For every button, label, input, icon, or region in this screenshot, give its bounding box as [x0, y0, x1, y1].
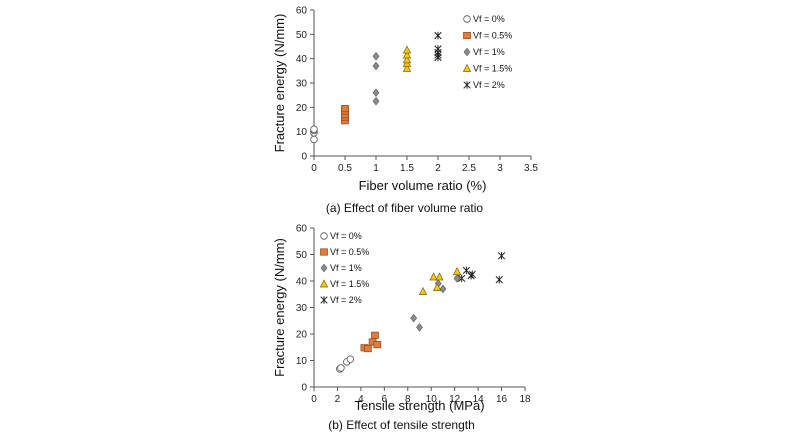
x-tick-label: 4 [358, 394, 364, 405]
x-tick-label: 0 [311, 394, 317, 405]
data-point [410, 313, 418, 323]
legend-label: Vf = 0.5% [473, 31, 512, 41]
data-point [435, 272, 444, 281]
data-point [497, 252, 506, 260]
legend-marker [463, 81, 471, 89]
data-point [458, 274, 466, 283]
y-tick-label: 40 [296, 277, 308, 288]
data-point [402, 55, 412, 64]
data-point [468, 270, 476, 279]
legend-marker [463, 47, 471, 57]
x-tick-label: 14 [473, 394, 485, 405]
data-point [310, 125, 318, 133]
y-tick-label: 20 [296, 330, 308, 341]
x-tick-label: 12 [449, 394, 461, 405]
legend-marker [320, 248, 328, 256]
data-point [341, 104, 349, 113]
data-point [372, 88, 380, 98]
data-point [372, 51, 380, 61]
data-point [337, 364, 345, 372]
data-point [373, 341, 382, 349]
legend-marker [320, 263, 328, 273]
data-point [371, 331, 379, 339]
legend-label: Vf = 2% [473, 80, 505, 90]
data-point [429, 272, 438, 281]
legend-marker [463, 31, 471, 40]
y-tick-label: 40 [296, 54, 308, 65]
legend-marker [319, 279, 329, 288]
figure-caption: (b) Effect of tensile strength [328, 418, 475, 432]
legend-label: Vf = 1% [330, 263, 362, 273]
y-tick-label: 60 [296, 6, 308, 17]
x-tick-label: 2 [335, 394, 341, 405]
y-tick-label: 10 [296, 356, 308, 367]
x-tick-label: 1.5 [400, 163, 414, 174]
legend-label: Vf = 0.5% [330, 247, 369, 257]
data-point [439, 284, 447, 294]
y-tick-label: 30 [296, 303, 308, 314]
legend-label: Vf = 0% [330, 231, 362, 241]
x-tick-label: 16 [496, 394, 508, 405]
x-tick-label: 8 [405, 394, 411, 405]
data-point [452, 266, 462, 276]
legend-label: Vf = 1.5% [330, 279, 369, 289]
x-tick-label: 3 [497, 163, 503, 174]
data-point [372, 96, 380, 106]
legend-marker [320, 296, 328, 304]
legend-label: Vf = 2% [330, 295, 362, 305]
data-point [432, 282, 442, 291]
data-point [402, 50, 412, 59]
x-axis-label: Fiber volume ratio (%) [359, 178, 487, 193]
data-point [418, 286, 428, 295]
legend-label: Vf = 1% [473, 47, 505, 57]
legend-marker [463, 15, 471, 23]
legend-marker [320, 232, 328, 240]
y-tick-label: 10 [296, 127, 308, 138]
data-point [346, 355, 355, 363]
x-tick-label: 1 [373, 163, 379, 174]
x-tick-label: 18 [519, 394, 531, 405]
legend-label: Vf = 1.5% [473, 64, 512, 74]
legend-label: Vf = 0% [473, 14, 505, 24]
data-point [495, 275, 503, 284]
x-tick-label: 2 [435, 163, 441, 174]
figure-caption: (a) Effect of fiber volume ratio [326, 201, 484, 215]
y-tick-label: 50 [296, 30, 308, 41]
y-tick-label: 0 [301, 383, 307, 394]
y-tick-label: 60 [296, 224, 308, 235]
y-tick-label: 50 [296, 250, 308, 261]
data-point [402, 63, 412, 72]
y-tick-label: 0 [301, 152, 307, 163]
x-tick-label: 0.5 [338, 163, 352, 174]
y-tick-label: 30 [296, 79, 308, 90]
data-point [434, 45, 442, 53]
x-tick-label: 10 [426, 394, 438, 405]
x-tick-label: 3.5 [524, 163, 538, 174]
data-point [364, 345, 372, 353]
data-point [416, 323, 423, 332]
x-axis-label: Tensile strength (MPa) [354, 398, 484, 413]
data-point [310, 135, 318, 144]
y-axis-label: Fracture energy (N/mm) [272, 238, 287, 377]
y-axis-label: Fracture energy (N/mm) [272, 14, 287, 153]
chart-a: 0 10 20 30 40 50 60 0 0.5 1 1.5 2 2.5 3 3.5 Fiber volum… [272, 6, 538, 216]
x-tick-label: 2.5 [462, 163, 476, 174]
data-point [453, 274, 461, 283]
x-tick-label: 0 [311, 163, 317, 174]
data-point [402, 45, 412, 54]
x-tick-label: 6 [382, 394, 388, 405]
legend-marker [462, 63, 472, 72]
data-point [434, 31, 442, 40]
data-point [372, 61, 380, 71]
chart-b: 0 10 20 30 40 50 60 0 2 4 6 8 10 12 14 16 18 Tensile stre… [272, 224, 531, 433]
y-tick-label: 20 [296, 103, 308, 114]
